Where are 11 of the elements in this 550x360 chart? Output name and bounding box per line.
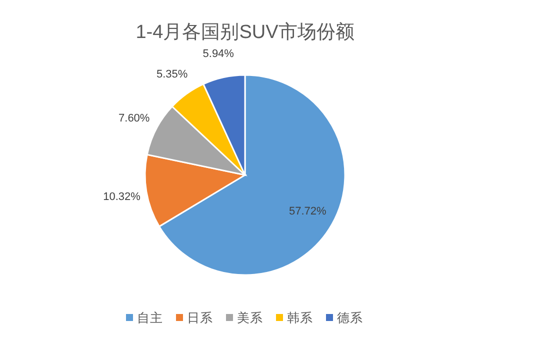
legend-label: 自主 [137, 310, 163, 325]
legend-label: 美系 [237, 310, 263, 325]
legend-label: 日系 [187, 311, 213, 325]
data-label: 10.32% [103, 190, 141, 203]
chart-title: 1-4月各国别SUV市场份额 [136, 21, 354, 43]
data-label: 7.60% [118, 112, 150, 124]
data-label: 5.94% [202, 48, 234, 60]
data-label: 57.72% [289, 205, 327, 218]
legend-label: 韩系 [287, 311, 313, 325]
legend-label: 德系 [337, 311, 363, 325]
data-label: 5.35% [156, 68, 188, 80]
